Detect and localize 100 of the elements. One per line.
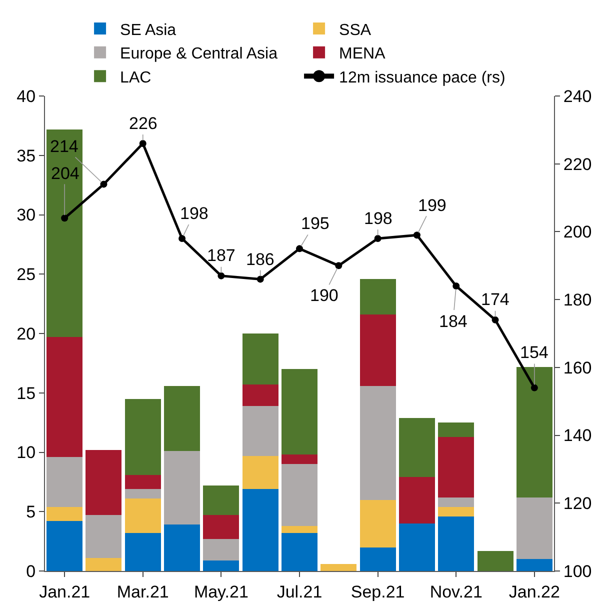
bar [203,538,240,560]
x-tick-label: May.21 [194,582,248,602]
bar [398,477,435,524]
bar [516,559,552,571]
data-label: 186 [246,250,274,269]
data-label: 226 [129,114,158,133]
bar [124,398,161,475]
bar [203,486,240,516]
point [492,316,499,324]
point [218,272,225,280]
y2-tick-label: 240 [563,86,592,106]
bar [242,384,278,406]
bar [46,506,83,522]
bar [203,515,240,539]
bar [516,497,552,560]
bar [46,129,83,338]
x-tick-label: Jan.22 [508,582,560,602]
bar [86,515,122,558]
y-tick-label: 40 [16,86,36,106]
y2-tick-label: 120 [563,494,592,514]
bar [124,489,161,499]
bar [281,454,318,464]
y2-tick-label: 220 [563,154,592,174]
bar [360,386,396,500]
y-tick-label: 15 [16,384,36,403]
x-tick-label: Sep.21 [350,582,405,602]
y2-tick-label: 180 [563,290,592,310]
point [452,282,460,290]
bar [46,457,83,507]
bar [46,521,83,571]
y-tick-label: 30 [16,206,36,225]
legend-label: MENA [339,46,386,63]
x-tick-label: Jul.21 [276,582,322,602]
y-tick-label: 25 [16,265,36,284]
legend-label: Europe & Central Asia [120,46,278,63]
bar [438,422,474,437]
bar [281,526,318,533]
bar [164,451,200,525]
bar [477,550,514,571]
bar [438,506,474,516]
data-label: 174 [481,290,510,309]
data-label: 198 [364,209,392,228]
bar [438,497,474,507]
legend-label: 12m issuance pace (rs) [339,69,506,86]
bar [124,474,161,490]
bar [438,516,474,571]
legend-label: SE Asia [120,22,176,39]
bar [281,533,318,571]
bar [203,560,240,571]
y-tick-label: 5 [26,502,36,522]
data-label: 204 [51,164,80,183]
x-tick-label: Mar.21 [116,582,169,602]
bar [360,547,396,571]
point [100,180,108,188]
point [256,276,264,283]
legend-label: LAC [120,69,152,86]
x-tick-label: Nov.21 [430,582,482,602]
bar [242,489,278,571]
data-label: 214 [50,137,78,156]
point [178,235,186,242]
y2-tick-label: 200 [563,222,592,242]
y-tick-label: 35 [16,146,36,166]
bar [398,524,435,571]
point [139,140,146,147]
data-label: 187 [207,246,236,265]
bar [398,418,435,478]
data-label: 199 [418,196,446,215]
bar [360,314,396,386]
point [530,384,538,392]
data-label: 198 [180,204,208,223]
y2-tick-label: 100 [563,562,592,581]
legend-label: SSA [339,22,372,39]
bar [516,366,552,498]
bar [86,558,122,571]
point [413,232,420,239]
x-tick-label: Jan.21 [39,582,90,602]
bar [438,436,474,498]
bar [124,498,161,533]
point [61,214,68,222]
data-label: 190 [310,286,338,305]
y-tick-label: 10 [16,443,36,462]
point [335,262,342,270]
y2-tick-label: 160 [563,358,592,378]
bar [164,386,200,452]
bar [320,564,357,571]
bar [360,500,396,548]
bar [242,456,278,490]
bar [46,337,83,457]
y-tick-label: 20 [16,324,36,344]
data-label: 184 [439,312,468,331]
point [296,245,303,252]
y-tick-label: 0 [26,562,36,581]
data-label: 195 [301,214,330,233]
bar [242,406,278,456]
bar [360,278,396,314]
bar [164,524,200,571]
bar [281,369,318,455]
y2-tick-label: 140 [563,426,592,446]
bar [281,464,318,526]
data-label: 154 [520,343,548,362]
